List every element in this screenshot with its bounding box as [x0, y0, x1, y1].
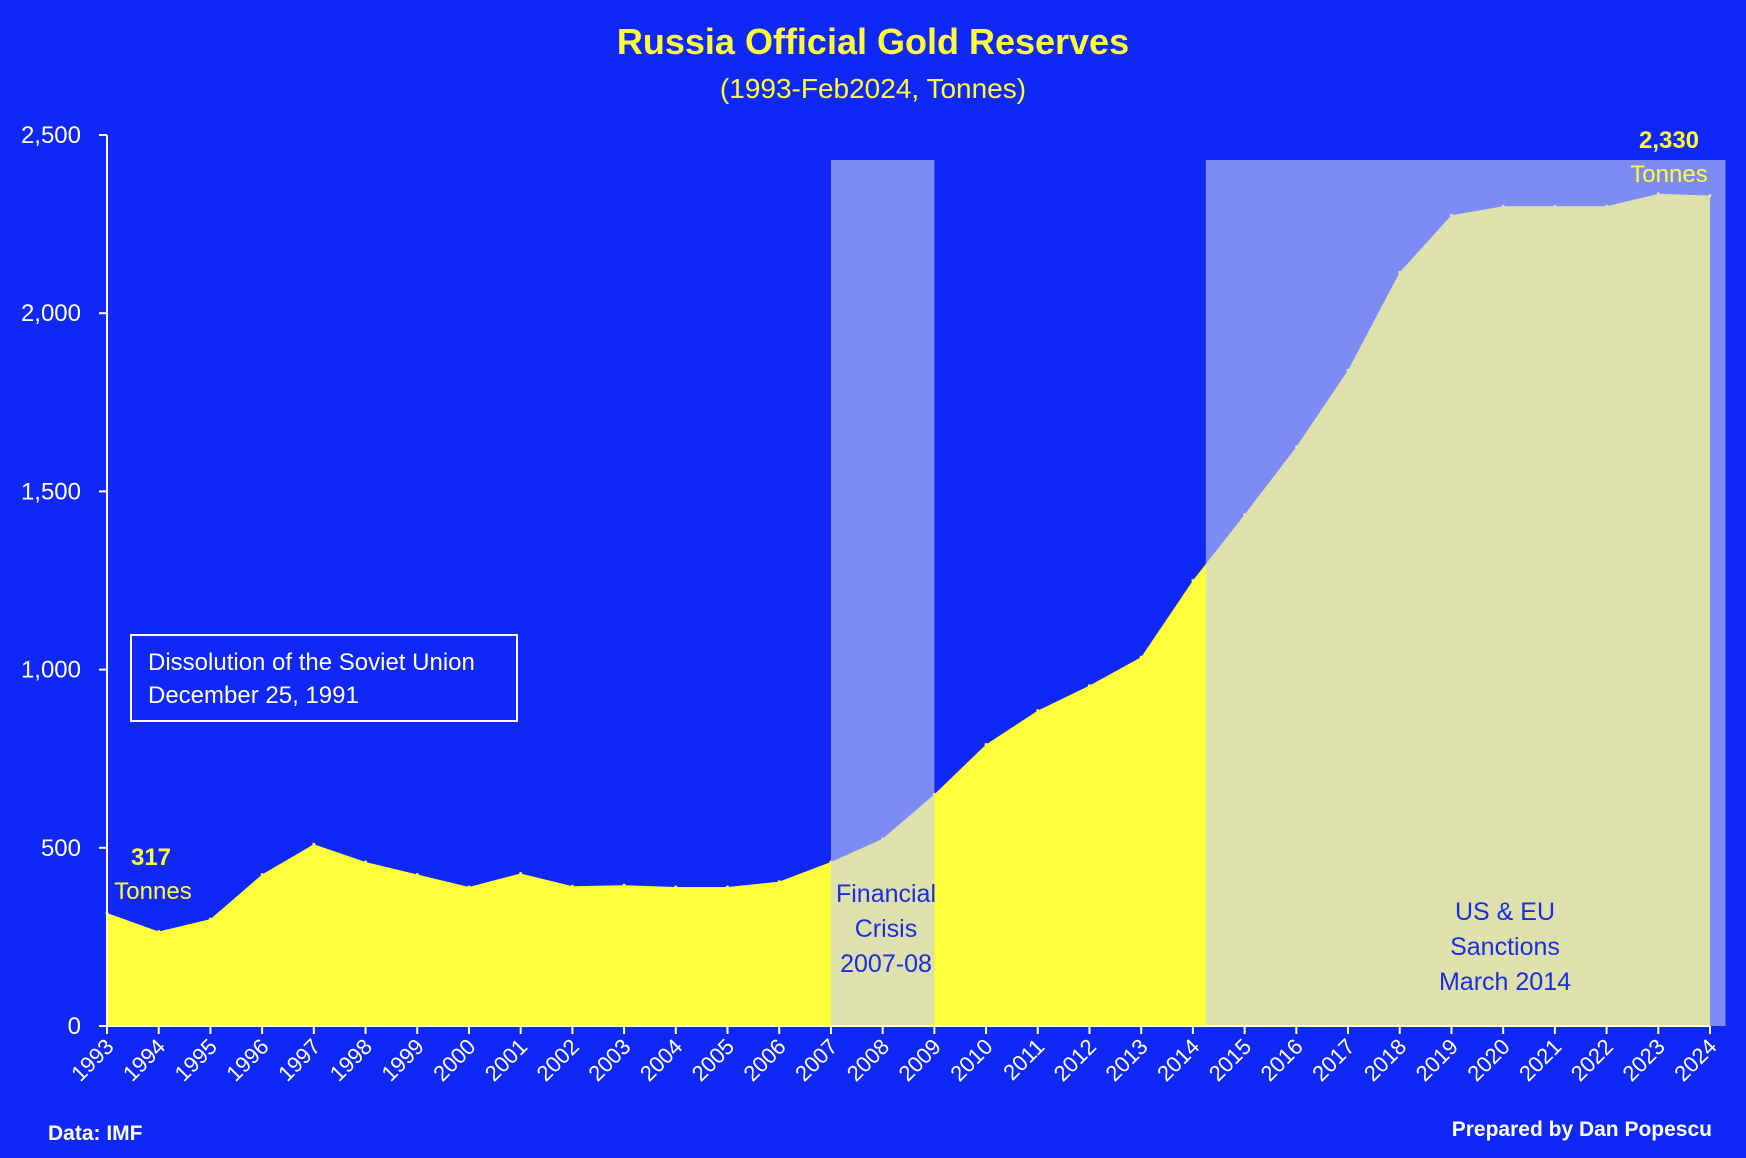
- financial-crisis-label-3: 2007-08: [840, 950, 932, 978]
- sanctions-label-3: March 2014: [1439, 968, 1571, 996]
- dissolution-note-box: [130, 634, 518, 722]
- y-tick-label-1000: 1,000: [21, 657, 81, 684]
- data-point-2000: [467, 885, 471, 889]
- credit-label: Prepared by Dan Popescu: [1452, 1118, 1712, 1141]
- data-point-2011: [1036, 709, 1040, 713]
- data-point-2010: [984, 742, 988, 746]
- start-value-label: 317: [131, 844, 171, 871]
- data-point-2004: [674, 885, 678, 889]
- dissolution-note-line-2: December 25, 1991: [148, 682, 359, 709]
- data-point-1997: [312, 842, 316, 846]
- data-point-2014: [1191, 579, 1195, 582]
- start-unit-label: Tonnes: [114, 878, 191, 905]
- source-label: Data: IMF: [48, 1122, 143, 1145]
- sanctions-label-1: US & EU: [1455, 898, 1555, 926]
- shaded-period-1: [830, 159, 935, 1026]
- end-unit-label: Tonnes: [1630, 161, 1707, 188]
- y-tick-label-0: 0: [68, 1013, 81, 1040]
- shaded-period-2: [1205, 159, 1726, 1026]
- data-point-1998: [364, 860, 368, 864]
- data-point-2002: [570, 884, 574, 888]
- data-point-1994: [157, 930, 161, 934]
- data-point-2012: [1087, 684, 1091, 688]
- chart-title: Russia Official Gold Reserves: [617, 21, 1129, 62]
- financial-crisis-label-1: Financial: [836, 880, 936, 908]
- dissolution-note: Dissolution of the Soviet Union December…: [130, 634, 518, 722]
- data-point-2013: [1139, 655, 1143, 659]
- y-tick-label-2500: 2,500: [21, 122, 81, 149]
- data-point-1995: [208, 917, 212, 921]
- sanctions-label-2: Sanctions: [1450, 933, 1560, 961]
- end-value-label: 2,330: [1639, 127, 1699, 154]
- data-point-1996: [260, 873, 264, 877]
- y-tick-label-2000: 2,000: [21, 300, 81, 327]
- shade-layer: [830, 159, 1726, 1026]
- dissolution-note-line-1: Dissolution of the Soviet Union: [148, 649, 475, 676]
- financial-crisis-label-2: Crisis: [855, 915, 918, 943]
- y-tick-label-500: 500: [41, 835, 81, 862]
- data-point-2003: [622, 883, 626, 887]
- data-point-2006: [777, 880, 781, 884]
- data-point-2001: [519, 871, 523, 875]
- chart-subtitle: (1993-Feb2024, Tonnes): [720, 73, 1026, 104]
- data-point-1999: [415, 873, 419, 877]
- y-tick-label-1500: 1,500: [21, 478, 81, 505]
- data-point-2005: [726, 885, 730, 889]
